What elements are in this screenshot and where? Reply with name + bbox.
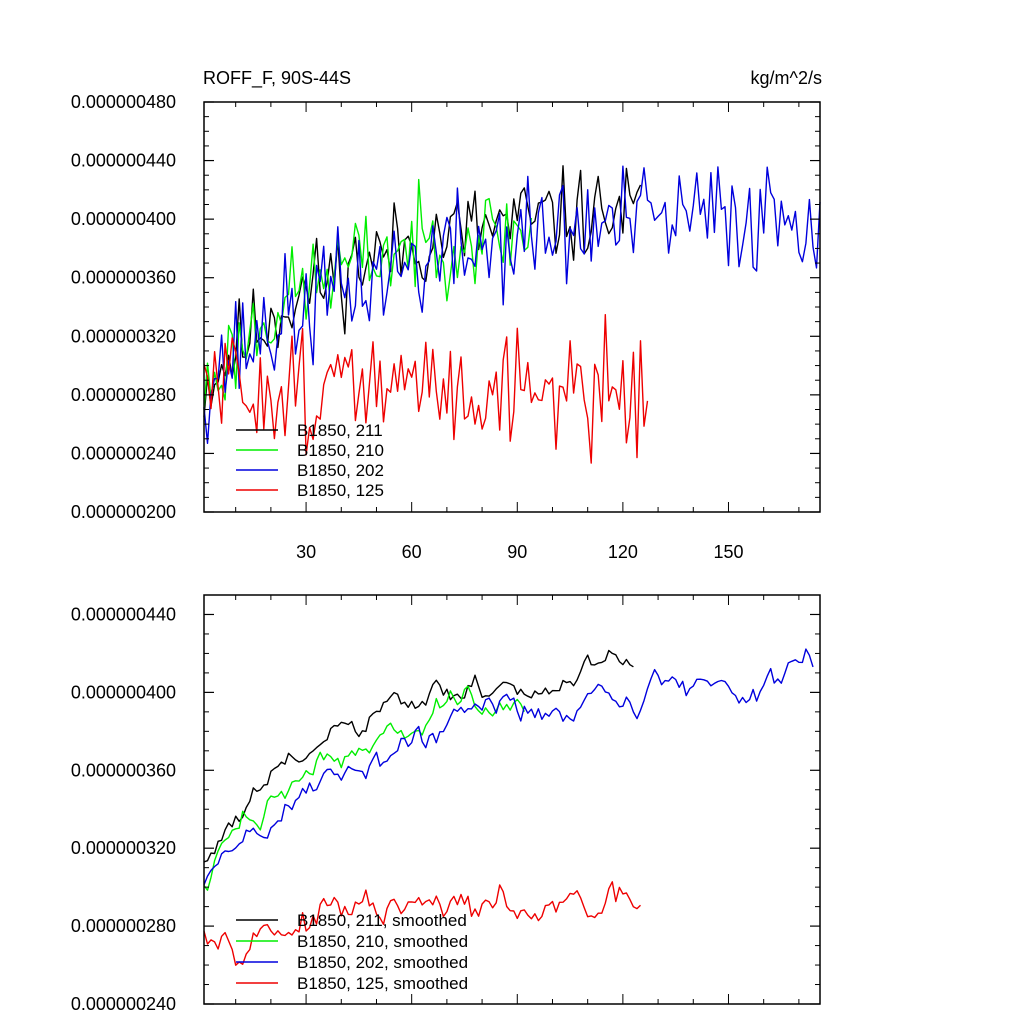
bottom-plot-frame [203, 594, 821, 1005]
y-tick-label: 0.000000440 [71, 604, 176, 624]
bottom-series-lines [203, 648, 814, 966]
y-tick-label: 0.000000320 [71, 326, 176, 346]
series-line [203, 165, 821, 444]
y-tick-label: 0.000000440 [71, 151, 176, 171]
bottom-panel: 0.000000240 0.000000280 0.000000320 0.00000… [71, 594, 821, 1014]
legend-label: B1850, 211, smoothed [297, 911, 467, 930]
x-tick-label: 150 [713, 542, 743, 562]
y-tick-label: 0.000000240 [71, 443, 176, 463]
legend-label: B1850, 202, smoothed [297, 953, 468, 972]
series-line [203, 165, 642, 418]
y-tick-label: 0.000000200 [71, 502, 176, 522]
legend-label: B1850, 210, smoothed [297, 932, 468, 951]
x-tick-label: 120 [608, 542, 638, 562]
legend-label: B1850, 202 [297, 461, 384, 480]
y-tick-label: 0.000000480 [71, 92, 176, 112]
y-tick-label: 0.000000400 [71, 682, 176, 702]
series-line [203, 648, 814, 886]
x-tick-label: 60 [402, 542, 422, 562]
y-tick-label: 0.000000360 [71, 268, 176, 288]
top-series-lines [203, 165, 821, 464]
y-tick-label: 0.000000280 [71, 916, 176, 936]
legend-label: B1850, 211 [297, 421, 383, 440]
y-tick-label: 0.000000320 [71, 838, 176, 858]
y-tick-label: 0.000000400 [71, 209, 176, 229]
top-axes: 0.000000200 0.000000240 0.000000280 0.00000… [71, 92, 820, 562]
series-line [203, 685, 525, 891]
top-panel: ROFF_F, 90S-44S kg/m^2/s 0.0000002000.00… [71, 68, 822, 562]
top-title-right: kg/m^2/s [751, 68, 822, 88]
bottom-legend: B1850, 211, smoothed B1850, 210, smoothed… [236, 911, 468, 993]
series-line [203, 314, 649, 464]
legend-label: B1850, 210 [297, 441, 384, 460]
series-line [203, 881, 641, 966]
top-plot-frame [203, 101, 821, 513]
series-line [203, 649, 634, 863]
x-tick-label: 30 [296, 542, 316, 562]
y-tick-label: 0.000000360 [71, 760, 176, 780]
legend-label: B1850, 125 [297, 481, 384, 500]
y-tick-label: 0.000000240 [71, 994, 176, 1014]
bottom-axes: 0.000000240 0.000000280 0.000000320 0.00000… [71, 595, 820, 1014]
y-tick-label: 0.000000280 [71, 385, 176, 405]
top-title-left: ROFF_F, 90S-44S [203, 68, 351, 89]
x-tick-label: 90 [507, 542, 527, 562]
legend-label: B1850, 125, smoothed [297, 974, 468, 993]
